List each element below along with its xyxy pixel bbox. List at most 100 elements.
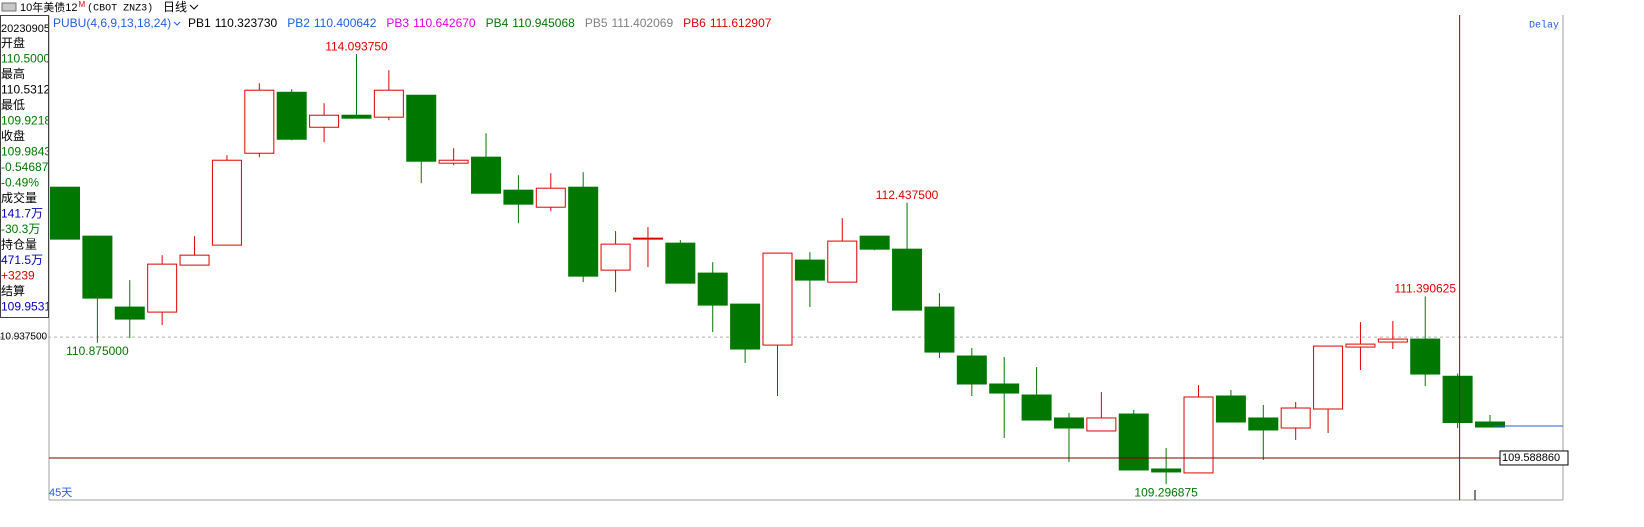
candle	[1021, 367, 1052, 421]
candle	[341, 54, 372, 119]
candle-body	[1021, 394, 1052, 421]
extreme-label: 111.390625	[1394, 282, 1456, 296]
legend-value: 110.400642	[314, 16, 377, 30]
candle	[859, 235, 890, 251]
indicator-dropdown-arrow	[173, 21, 181, 26]
candle	[1442, 373, 1473, 429]
info-line: 109.9218	[1, 114, 51, 128]
candle-body	[859, 235, 890, 250]
crosshair-price-label: 109.588860	[1502, 452, 1560, 464]
candle	[1345, 322, 1376, 371]
crosshair-price-box	[1499, 450, 1569, 466]
candle-body	[438, 159, 469, 164]
info-line: 109.9531	[1, 300, 51, 314]
candle	[600, 231, 631, 293]
info-line: -0.54687	[1, 160, 49, 174]
extreme-label: 110.875000	[66, 344, 129, 358]
info-line: 持仓量	[1, 237, 37, 252]
candle-body	[373, 89, 404, 118]
info-line: -0.49%	[1, 176, 39, 190]
candle-body	[309, 114, 340, 128]
candle	[1053, 413, 1084, 462]
candle	[1248, 404, 1279, 460]
plot: 110.937500	[0, 54, 1563, 485]
candle-body	[665, 242, 696, 284]
candle	[924, 293, 955, 359]
info-line: 141.7万	[1, 207, 43, 221]
legend-value: 111.402069	[612, 16, 674, 30]
indicator-name[interactable]: PUBU(4,6,9,13,18,24)	[53, 16, 171, 30]
candle-body	[535, 187, 566, 208]
day-count: 45天	[49, 487, 72, 499]
candle	[309, 103, 340, 143]
info-line: +3239	[1, 269, 35, 283]
candle	[1475, 415, 1505, 428]
candle-body	[82, 235, 113, 299]
candle-body	[114, 306, 145, 320]
info-line: 开盘	[1, 35, 25, 50]
candle-body	[1053, 417, 1084, 429]
candle-body	[1086, 417, 1117, 432]
candle	[471, 133, 502, 194]
candle	[1215, 390, 1246, 423]
candle-body	[1345, 343, 1376, 348]
extreme-label: 114.093750	[325, 39, 388, 53]
title-superscript: M	[78, 0, 85, 9]
candle	[730, 303, 761, 364]
info-line: 110.5000	[1, 52, 50, 66]
candle-body	[568, 186, 599, 277]
candle-body	[503, 189, 534, 205]
extreme-label: 109.296875	[1134, 485, 1198, 499]
candle	[244, 83, 275, 158]
legend-name: PB6	[683, 16, 706, 30]
candle	[665, 240, 696, 284]
candle-body	[50, 186, 80, 240]
candle	[762, 252, 793, 397]
candle	[373, 70, 404, 121]
legend-name: PB2	[287, 16, 310, 30]
extreme-label: 112.437500	[876, 188, 939, 202]
candle	[989, 357, 1020, 438]
reference-label: 110.937500	[0, 332, 48, 343]
candle-body	[730, 303, 761, 350]
legend-name: PB4	[486, 16, 509, 30]
candle-body	[406, 94, 437, 162]
candle-body	[1183, 396, 1214, 474]
instrument-symbol: (CBOT ZNZ3)	[87, 3, 153, 15]
candle	[179, 236, 210, 266]
candle	[50, 186, 80, 240]
candle-body	[1151, 468, 1182, 473]
period-selector[interactable]: 日线	[163, 0, 187, 14]
candle-body	[1248, 417, 1279, 431]
info-line: 最高	[1, 66, 25, 81]
candle-body	[1313, 345, 1344, 410]
candle	[632, 227, 663, 268]
info-line: -30.3万	[1, 222, 40, 236]
candle-body	[1442, 375, 1473, 424]
candle	[147, 255, 178, 326]
candle	[535, 173, 566, 212]
candle-body	[924, 306, 955, 353]
candle	[1313, 345, 1344, 434]
candle-body	[1475, 421, 1505, 428]
info-line: 收盘	[1, 128, 25, 143]
candle-body	[1410, 338, 1441, 375]
candle-body	[762, 252, 793, 346]
candle	[1118, 409, 1149, 471]
info-line: 471.5万	[1, 253, 43, 267]
candle	[1280, 402, 1311, 440]
delay-label: Delay	[1529, 20, 1559, 32]
candle-body	[147, 263, 178, 313]
candle	[1183, 385, 1214, 474]
candle	[438, 148, 469, 166]
info-line: 结算	[1, 283, 25, 298]
candle	[406, 94, 437, 184]
candle	[276, 89, 307, 141]
candle-body	[794, 259, 825, 281]
legend-value: 110.323730	[215, 16, 278, 30]
candle	[1151, 448, 1182, 485]
candle-body	[827, 240, 858, 283]
window-icon	[1, 2, 17, 12]
candle-body	[697, 272, 728, 306]
